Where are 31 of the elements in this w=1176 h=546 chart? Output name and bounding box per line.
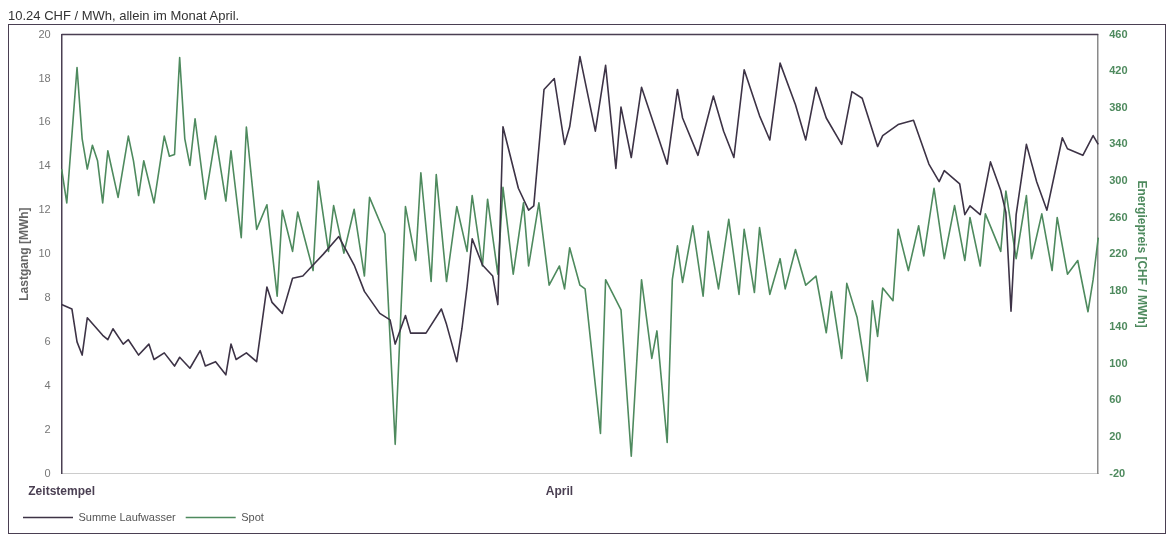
y-tick-label: 2: [44, 422, 51, 435]
text: 10.24 CHF / MWh, allein im Monat April.: [8, 8, 241, 24]
y-tick-label: 18: [38, 71, 51, 84]
y2-axis-title: Energiepreis [CHF / MWh]: [1135, 180, 1150, 328]
y2-tick-label: 420: [1109, 64, 1128, 77]
y-tick-label: 12: [38, 203, 51, 216]
y2-tick-label: 180: [1109, 283, 1128, 296]
y2-tick-label: 140: [1109, 320, 1128, 333]
y-axis-title: Lastgang [MWh]: [16, 207, 31, 301]
x-tick-label: April: [545, 484, 574, 499]
y-tick-label: 16: [38, 115, 51, 128]
y-tick-label: 14: [38, 159, 51, 172]
y-tick-label: 0: [44, 466, 51, 479]
x-tick-label: Zeitstempel: [28, 484, 95, 499]
y-tick-label: 10: [38, 247, 51, 260]
y2-tick-label: 20: [1109, 430, 1122, 443]
y-tick-label: 4: [44, 378, 51, 391]
y2-tick-label: 380: [1109, 100, 1128, 113]
legend-label: Summe Laufwasser: [78, 510, 177, 523]
y2-tick-label: -20: [1109, 466, 1126, 479]
y2-tick-label: 220: [1109, 247, 1128, 260]
y2-tick-label: 100: [1109, 356, 1128, 369]
y2-tick-label: 460: [1109, 27, 1128, 40]
y2-tick-label: 340: [1109, 137, 1128, 150]
y-tick-label: 6: [44, 334, 51, 347]
legend-label: Spot: [241, 510, 264, 523]
y2-tick-label: 60: [1109, 393, 1122, 406]
y-tick-label: 20: [38, 27, 51, 40]
y2-tick-label: 300: [1109, 173, 1128, 186]
y2-tick-label: 260: [1109, 210, 1128, 223]
y-tick-label: 8: [44, 291, 51, 304]
